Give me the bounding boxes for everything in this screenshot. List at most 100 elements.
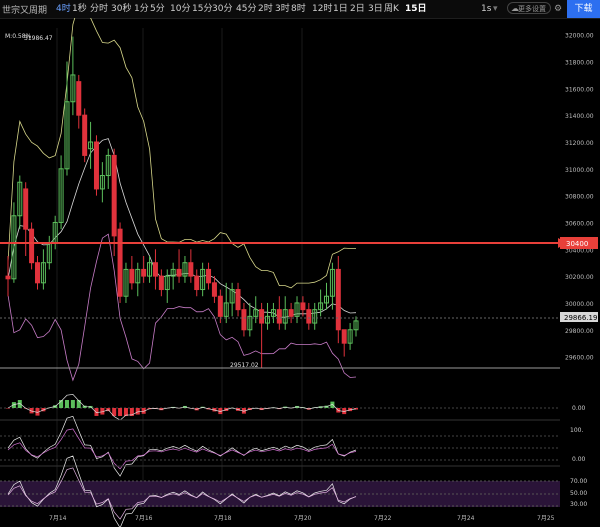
candle-body bbox=[335, 268, 341, 331]
macd-bar bbox=[118, 408, 123, 416]
macd-bar bbox=[123, 408, 128, 416]
price-tick: 30000.00 bbox=[565, 301, 594, 308]
price-tick: 32000.00 bbox=[565, 33, 594, 40]
candle-body bbox=[294, 302, 300, 317]
candle-body bbox=[117, 228, 123, 297]
interval-1[interactable]: 1秒 bbox=[72, 4, 87, 14]
macd-bar bbox=[76, 400, 81, 408]
macd-line bbox=[7, 394, 357, 421]
interval-17[interactable]: 周K bbox=[384, 4, 399, 14]
candle-body bbox=[105, 154, 111, 177]
candle-body bbox=[270, 309, 276, 317]
candle-body bbox=[200, 268, 206, 291]
interval-4[interactable]: 1分 bbox=[134, 4, 149, 14]
price-tick: 30600.00 bbox=[565, 220, 594, 227]
candle-body bbox=[206, 268, 212, 284]
candle-body bbox=[282, 309, 288, 324]
expand-button[interactable]: 下载 bbox=[567, 0, 600, 18]
interval-6[interactable]: 10分 bbox=[170, 4, 191, 14]
current-price-tag bbox=[560, 312, 598, 322]
chart-canvas[interactable]: M:0.58% 31986.47 29517.02 32000.00 31800.… bbox=[0, 18, 600, 527]
stoch-30-label: 30.00 bbox=[570, 501, 587, 508]
interval-8[interactable]: 30分 bbox=[212, 4, 233, 14]
macd-bar bbox=[17, 400, 22, 408]
interval-3[interactable]: 30秒 bbox=[111, 4, 132, 14]
macd-bar bbox=[29, 408, 34, 414]
candle-body bbox=[129, 268, 135, 284]
stoch-70-label: 70.00 bbox=[570, 478, 587, 485]
candle-body bbox=[40, 262, 46, 284]
price-tick: 30800.00 bbox=[565, 194, 594, 201]
rsi-top-label: 100. bbox=[570, 427, 583, 434]
current-price-text: 29866.19 bbox=[564, 314, 597, 322]
candle-body bbox=[182, 262, 188, 277]
macd-bar bbox=[135, 408, 140, 415]
candle-body bbox=[11, 215, 17, 280]
price-tick: 31800.00 bbox=[565, 60, 594, 67]
interval-2[interactable]: 分时 bbox=[90, 4, 109, 14]
date-tick: 7月24 bbox=[457, 515, 475, 522]
price-tick: 30200.00 bbox=[565, 274, 594, 281]
interval-11[interactable]: 3时 bbox=[275, 4, 290, 14]
interval-12[interactable]: 8时 bbox=[291, 4, 306, 14]
macd-bar bbox=[94, 408, 99, 416]
macd-bar bbox=[218, 408, 223, 415]
stoch-line-2 bbox=[7, 467, 357, 520]
candle-body bbox=[17, 181, 23, 217]
candle-body bbox=[194, 275, 200, 291]
settings-button[interactable]: ☁ 更多设置 bbox=[507, 2, 551, 14]
candle-body bbox=[324, 295, 330, 304]
candle-body bbox=[76, 81, 82, 116]
candle-body bbox=[93, 141, 99, 190]
settings-gear-icon[interactable]: ⚙ bbox=[554, 4, 563, 14]
candle-body bbox=[111, 154, 117, 237]
interval-7[interactable]: 15分 bbox=[192, 4, 213, 14]
macd-zero-label: 0.00 bbox=[572, 405, 586, 412]
macd-bar bbox=[129, 408, 134, 416]
interval-10[interactable]: 2时 bbox=[258, 4, 273, 14]
ma-line bbox=[7, 138, 357, 318]
candle-body bbox=[341, 329, 347, 344]
macd-bar bbox=[354, 408, 358, 410]
stoch-line-1 bbox=[7, 455, 357, 527]
toolbar: 世宗又周期 4时 1秒 分时 30秒 1分 5分 10分 15分 30分 45分 2时 3时 8时 12时… bbox=[0, 0, 600, 19]
candle-body bbox=[23, 188, 29, 230]
price-tick: 31000.00 bbox=[565, 167, 594, 174]
interval-0[interactable]: 4时 bbox=[56, 4, 71, 14]
interval-15[interactable]: 2日 bbox=[350, 4, 365, 14]
price-tick: 29800.00 bbox=[565, 328, 594, 335]
candle-body bbox=[259, 309, 265, 324]
interval-5[interactable]: 5分 bbox=[150, 4, 165, 14]
candle-body bbox=[318, 302, 324, 311]
interval-18[interactable]: 15日 bbox=[405, 4, 427, 14]
interval-13[interactable]: 12时 bbox=[312, 4, 333, 14]
macd-bar bbox=[241, 408, 246, 414]
candle-body bbox=[300, 302, 306, 311]
date-axis: 7月14 7月16 7月18 7月20 7月22 7月24 7月25 bbox=[49, 515, 555, 522]
symbol-title[interactable]: 世宗又周期 bbox=[2, 6, 48, 16]
alert-price-tag[interactable] bbox=[560, 237, 598, 249]
more-menu-icon[interactable]: ▾ bbox=[493, 4, 498, 14]
interval-9[interactable]: 45分 bbox=[236, 4, 257, 14]
upper-band bbox=[7, 18, 356, 289]
candle-body bbox=[253, 309, 259, 317]
rsi-line-2 bbox=[7, 428, 357, 470]
date-tick: 7月18 bbox=[214, 515, 232, 522]
candle-body bbox=[5, 275, 11, 280]
candle-body bbox=[158, 275, 164, 291]
candle-body bbox=[29, 228, 35, 264]
candle-body bbox=[353, 320, 359, 331]
price-axis[interactable]: 32000.00 31800.00 31600.00 31400.00 31200.00… bbox=[565, 33, 594, 362]
candle-body bbox=[70, 74, 76, 103]
date-tick: 7月20 bbox=[294, 515, 312, 522]
candle-body bbox=[64, 101, 70, 170]
candle-body bbox=[34, 262, 40, 284]
interval-16[interactable]: 3日 bbox=[368, 4, 383, 14]
interval-14[interactable]: 1日 bbox=[333, 4, 348, 14]
candle-body bbox=[247, 315, 253, 331]
candle-body bbox=[147, 262, 153, 277]
candle-body bbox=[58, 168, 64, 223]
candle-body bbox=[176, 268, 182, 277]
refresh-seconds[interactable]: 1s bbox=[481, 4, 492, 14]
macd-bar bbox=[100, 408, 105, 415]
